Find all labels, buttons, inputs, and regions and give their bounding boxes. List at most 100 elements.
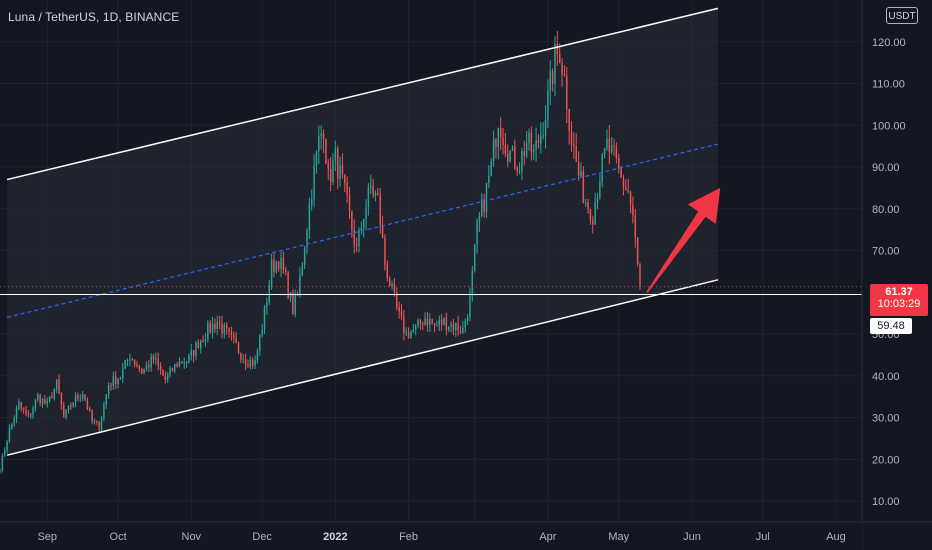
y-tick-label: 110.00 [872,79,905,91]
candle [634,208,637,248]
candle [159,362,162,375]
candle [410,329,412,339]
candle-body [32,408,34,415]
candle-body [79,398,82,400]
candle [511,145,514,152]
candle [507,144,509,168]
candle [370,174,372,194]
candle-body [384,237,386,265]
candle [577,151,580,181]
channel-lower-line [6,279,719,456]
candle-body [431,319,433,324]
candle [466,314,469,325]
candle-body [540,136,542,144]
candle [566,67,568,124]
candle-body [89,409,91,411]
candle [422,321,424,331]
candle-body [405,331,407,334]
candle-body [174,364,176,372]
candle [535,127,537,162]
candle-body [407,331,410,339]
candle-body [150,356,152,368]
horizontal-line-label: 59.48 [870,318,912,334]
candle-body [615,146,618,158]
candle [587,198,589,214]
candle-body [122,368,124,378]
candle-body [140,369,143,374]
x-axis: Sep Oct Nov Dec 2022 Feb Apr May Jun Jul Aug [37,531,845,543]
candle-body [355,244,358,246]
candle-body [20,402,22,408]
candle-body [22,407,25,410]
candle [398,301,400,319]
candle-body [528,132,530,144]
x-tick-label: Sep [37,531,57,543]
candle-body [412,330,415,333]
candle-body [70,405,72,407]
candle [235,331,237,344]
candle-body [582,171,585,203]
candle [549,60,551,105]
candle-body [261,329,263,336]
candle [86,397,89,411]
candle [296,290,299,297]
candle [478,211,481,232]
symbol-title: Luna / TetherUS, 1D, BINANCE [8,10,180,24]
candle-body [218,322,221,324]
candle [218,315,221,330]
candle [594,192,596,225]
candle-body [360,227,363,230]
candle-body [341,165,344,175]
candle [473,243,476,273]
candle [396,287,398,311]
candle [573,132,575,160]
candle [445,312,448,336]
channel-fill [7,8,718,456]
candle [476,218,478,254]
candle-body [233,334,235,338]
candle [162,369,164,377]
x-tick-label: Apr [539,531,556,543]
candle-body [86,400,89,410]
candle [254,355,256,369]
candle-body [44,399,46,404]
candle-body [183,362,185,364]
candle-body [266,302,268,308]
candle-body [530,132,533,153]
x-tick-label: Jun [683,531,701,543]
candle-body [462,327,464,333]
candle [379,187,381,234]
currency-selector-button[interactable]: USDT [886,7,918,24]
candle [225,322,228,335]
candle-body [455,323,457,331]
candle [462,320,464,334]
candle-body [417,320,419,326]
candle [155,352,157,365]
candle-body [107,385,110,395]
candle-body [138,366,141,370]
candle-body [575,146,577,162]
candle [67,405,70,414]
candle [136,360,138,368]
candle [495,137,497,159]
candle [131,357,133,361]
candle-body [1,455,4,471]
candle [259,333,261,356]
candle-body [275,261,278,272]
candle-body [176,364,178,367]
candle [65,409,67,420]
candle [157,352,159,371]
candle-body [634,215,637,238]
candle-body [554,44,556,84]
candle [119,376,122,380]
candle [18,398,20,410]
candle [388,275,391,287]
candle [237,341,240,355]
candle [164,371,167,384]
candle [299,267,301,298]
candle [318,125,320,165]
candle [504,133,507,158]
candle-body [11,423,13,429]
